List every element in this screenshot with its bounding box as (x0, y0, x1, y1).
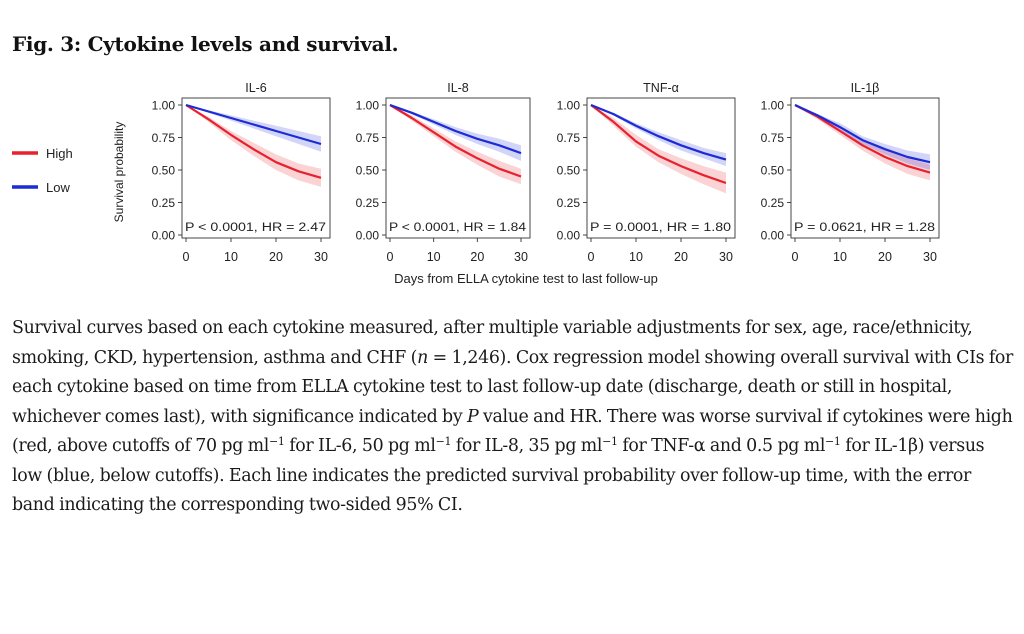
figure-title: Fig. 3: Cytokine levels and survival. (12, 32, 399, 56)
figure-caption: Survival curves based on each cytokine m… (12, 314, 1016, 521)
y-tick-label: 1.00 (761, 99, 785, 113)
y-tick-label: 0.00 (557, 229, 581, 243)
x-axis-title: Days from ELLA cytokine test to last fol… (394, 271, 658, 286)
chart-title: IL-6 (245, 81, 267, 95)
y-tick-label: 1.00 (356, 99, 380, 113)
caption-text: for IL-8, 35 pg ml (451, 436, 603, 456)
chart-panels: IL-6 0.00 0.25 0.50 0.75 1.00 0 10 20 30 P < 0.000… (152, 81, 940, 264)
y-tick-label: 0.75 (152, 131, 176, 145)
chart-title: TNF-α (643, 81, 679, 95)
x-tick-label: 10 (224, 250, 238, 264)
y-tick-label: 0.50 (557, 164, 581, 178)
caption-superscript: −1 (269, 435, 285, 448)
caption-p: P (466, 406, 479, 427)
plot-frame (181, 97, 331, 239)
legend-low-label: Low (46, 180, 70, 195)
ci-band-low (186, 105, 321, 152)
chart-panel: TNF-α 0.00 0.25 0.50 0.75 1.00 0 10 20 30 P = 0.00… (557, 81, 736, 264)
legend-high-label: High (46, 146, 73, 161)
caption-text: value and HR. There was worse survival i… (12, 406, 1013, 457)
y-tick-label: 0.50 (356, 164, 380, 178)
y-tick-label: 0.25 (557, 196, 581, 210)
plot-frame (586, 97, 736, 239)
plot-frame (790, 97, 940, 239)
caption-text: for IL-6, 50 pg ml (284, 436, 436, 456)
stats-annotation: P < 0.0001, HR = 1.84 (389, 222, 527, 234)
x-tick-label: 0 (183, 250, 190, 264)
series-line-high (389, 104, 522, 178)
x-tick-label: 0 (588, 250, 595, 264)
y-tick-label: 1.00 (152, 99, 176, 113)
series-line-high (794, 104, 931, 174)
y-tick-label: 1.00 (557, 99, 581, 113)
caption-superscript: −1 (825, 435, 841, 448)
stats-annotation: P = 0.0001, HR = 1.80 (590, 222, 731, 234)
y-tick-label: 0.00 (761, 229, 785, 243)
y-tick-label: 0.50 (761, 164, 785, 178)
ci-band-low (390, 105, 521, 161)
caption-text: for TNF-α and 0.5 pg ml (617, 436, 826, 456)
chart-panel: IL-1β 0.00 0.25 0.50 0.75 1.00 0 10 20 30 P = 0.06… (761, 81, 940, 264)
y-tick-label: 0.00 (356, 229, 380, 243)
x-tick-label: 30 (514, 250, 528, 264)
y-tick-label: 0.25 (356, 196, 380, 210)
x-tick-label: 30 (719, 250, 733, 264)
x-tick-label: 0 (792, 250, 799, 264)
plot-frame (385, 97, 531, 239)
chart-panel: IL-8 0.00 0.25 0.50 0.75 1.00 0 10 20 30 P < 0.000… (356, 81, 531, 264)
x-tick-label: 20 (674, 250, 688, 264)
chart-title: IL-1β (851, 81, 880, 95)
caption-text: Survival curves based on each cytokine m… (12, 318, 973, 368)
x-tick-label: 10 (629, 250, 643, 264)
caption-superscript: −1 (435, 435, 452, 448)
figure-panels: High Low Survival probability Days from … (12, 81, 940, 286)
y-axis-title: Survival probability (112, 122, 126, 223)
chart-panel: IL-6 0.00 0.25 0.50 0.75 1.00 0 10 20 30 P < 0.000… (152, 81, 331, 264)
caption-text: for IL-1β) versus low (blue, below cutof… (12, 436, 985, 515)
chart-title: IL-8 (447, 81, 469, 95)
series-line-low (389, 103, 522, 155)
series-line-low (590, 103, 727, 161)
caption-text: = 1,246). Cox regression model showing o… (12, 347, 1014, 427)
caption-n: n (417, 347, 428, 368)
y-tick-label: 0.75 (557, 131, 581, 145)
x-tick-label: 10 (833, 250, 847, 264)
x-tick-label: 20 (269, 250, 283, 264)
x-tick-label: 20 (470, 250, 484, 264)
x-tick-label: 30 (314, 250, 328, 264)
series-line-low (794, 104, 931, 164)
x-tick-label: 10 (427, 250, 441, 264)
y-tick-label: 0.25 (761, 196, 785, 210)
legend: High Low (12, 146, 73, 195)
y-tick-label: 0.50 (152, 164, 176, 178)
x-tick-label: 30 (923, 250, 937, 264)
x-tick-label: 20 (878, 250, 892, 264)
series-line-high (590, 104, 727, 185)
stats-annotation: P < 0.0001, HR = 2.47 (185, 222, 326, 234)
y-tick-label: 0.00 (152, 229, 176, 243)
x-tick-label: 0 (387, 250, 394, 264)
caption-superscript: −1 (602, 435, 618, 448)
series-line-low (185, 103, 322, 146)
y-tick-label: 0.75 (356, 131, 380, 145)
stats-annotation: P = 0.0621, HR = 1.28 (794, 222, 935, 234)
series-line-high (185, 104, 322, 179)
y-tick-label: 0.75 (761, 131, 785, 145)
y-tick-label: 0.25 (152, 196, 176, 210)
